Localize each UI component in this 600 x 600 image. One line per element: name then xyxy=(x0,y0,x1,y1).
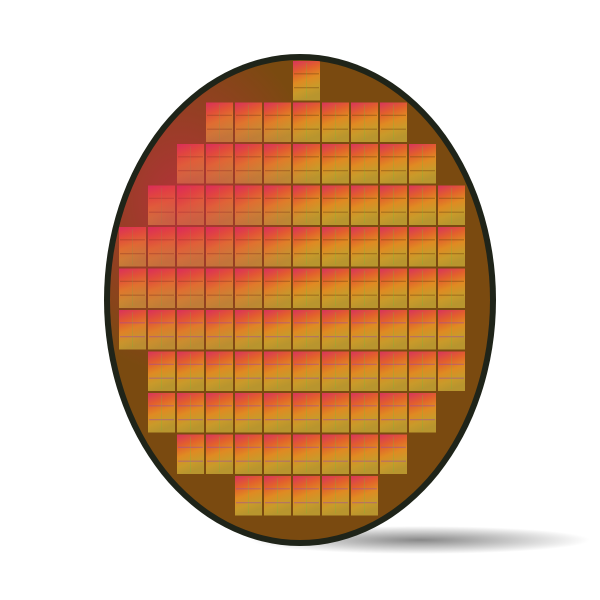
die-grid xyxy=(110,60,490,540)
iridescent-glow xyxy=(110,60,490,540)
